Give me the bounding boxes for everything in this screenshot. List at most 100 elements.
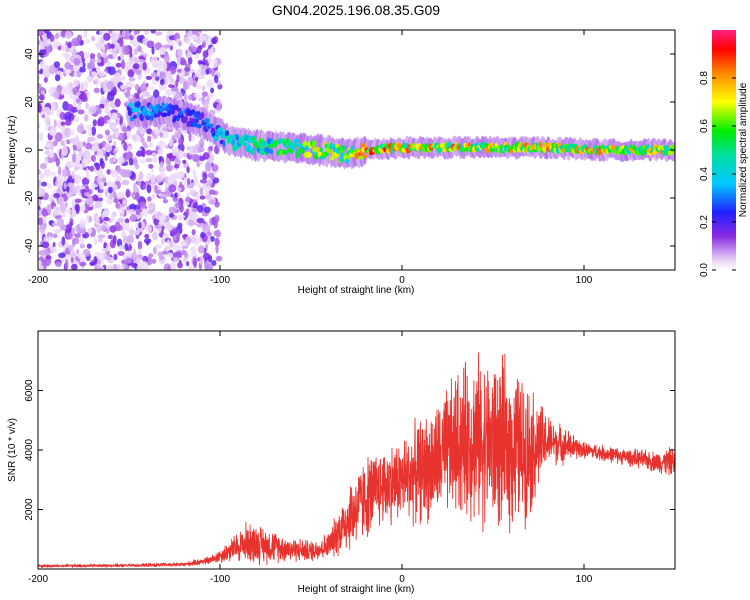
- noise-blob: [143, 53, 148, 58]
- noise-blob: [94, 200, 103, 209]
- noise-blob: [88, 127, 92, 137]
- noise-blob: [136, 214, 140, 220]
- noise-blob: [174, 192, 178, 199]
- noise-blob: [107, 234, 113, 240]
- noise-blob: [192, 79, 197, 88]
- noise-blob: [155, 175, 162, 184]
- noise-blob: [113, 253, 118, 261]
- noise-blob: [103, 102, 111, 112]
- noise-blob: [137, 45, 142, 53]
- noise-blob: [74, 174, 82, 185]
- noise-blob: [126, 131, 132, 138]
- noise-blob: [143, 266, 150, 270]
- noise-blob: [64, 111, 72, 121]
- noise-blob: [197, 59, 203, 65]
- signal-blob: [597, 149, 602, 156]
- signal-blob: [229, 135, 235, 141]
- noise-blob: [143, 238, 152, 244]
- x-tick-label: 100: [576, 574, 593, 585]
- noise-blob: [117, 132, 126, 141]
- noise-blob: [178, 214, 186, 219]
- noise-blob: [154, 189, 162, 194]
- noise-blob: [161, 131, 169, 139]
- noise-blob: [92, 194, 99, 202]
- noise-blob: [38, 260, 42, 267]
- noise-blob: [128, 157, 134, 166]
- noise-blob: [43, 76, 48, 83]
- noise-blob: [189, 46, 197, 53]
- noise-blob: [93, 87, 100, 94]
- figure-title: GN04.2025.196.08.35.G09: [272, 2, 440, 18]
- noise-blob: [216, 255, 223, 262]
- noise-blob: [193, 170, 197, 178]
- noise-blob: [115, 202, 120, 209]
- noise-blob: [89, 53, 96, 59]
- noise-blob: [187, 57, 193, 65]
- noise-blob: [96, 149, 104, 159]
- noise-blob: [44, 64, 50, 74]
- noise-blob: [142, 141, 147, 146]
- noise-blob: [103, 216, 110, 222]
- noise-blob: [53, 206, 57, 212]
- y-tick-label: -40: [24, 238, 35, 253]
- noise-blob: [179, 79, 183, 85]
- noise-blob: [53, 119, 57, 129]
- noise-blob: [201, 85, 206, 91]
- noise-blob: [97, 237, 104, 243]
- signal-blob: [278, 137, 283, 144]
- noise-blob: [62, 53, 69, 58]
- signal-blob: [217, 127, 223, 133]
- noise-blob: [167, 73, 171, 78]
- noise-blob: [39, 187, 46, 197]
- signal-blob: [133, 114, 137, 120]
- signal-blob: [128, 102, 134, 108]
- noise-blob: [79, 261, 87, 267]
- noise-blob: [164, 245, 171, 252]
- noise-blob: [47, 183, 53, 189]
- noise-blob: [103, 32, 111, 41]
- noise-blob: [150, 168, 154, 174]
- noise-blob: [159, 78, 165, 86]
- signal-blob: [170, 108, 176, 115]
- spectrogram-ylabel: Frequency (Hz): [7, 116, 18, 185]
- noise-blob: [39, 68, 44, 75]
- noise-blob: [72, 186, 79, 195]
- noise-blob: [48, 150, 55, 158]
- x-tick-label: -200: [28, 275, 48, 286]
- noise-blob: [168, 40, 176, 46]
- noise-blob: [38, 103, 42, 113]
- noise-blob: [73, 57, 81, 66]
- noise-blob: [109, 158, 114, 165]
- noise-blob: [86, 243, 92, 249]
- noise-blob: [153, 246, 157, 255]
- noise-blob: [53, 193, 60, 199]
- noise-blob: [82, 62, 86, 68]
- signal-blob: [306, 152, 313, 158]
- noise-blob: [176, 262, 183, 269]
- noise-blob: [116, 166, 121, 173]
- noise-blob: [121, 264, 126, 269]
- noise-blob: [193, 257, 197, 268]
- noise-blob: [98, 116, 105, 127]
- noise-blob: [137, 241, 143, 250]
- snr-axes: -200 -100 0 100 2000 4000 6000: [24, 331, 675, 585]
- noise-blob: [166, 239, 170, 244]
- noise-blob: [68, 47, 73, 54]
- noise-blob: [166, 30, 175, 36]
- noise-blob: [211, 164, 219, 172]
- noise-blob: [95, 163, 101, 171]
- noise-blob: [154, 185, 158, 191]
- noise-blob: [166, 164, 174, 172]
- noise-blob: [41, 241, 50, 249]
- signal-blob: [257, 141, 263, 148]
- noise-blob: [76, 249, 80, 255]
- noise-blob: [79, 219, 87, 229]
- noise-blob: [195, 52, 199, 60]
- noise-blob: [79, 243, 85, 249]
- noise-blob: [151, 258, 157, 264]
- noise-blob: [176, 56, 181, 66]
- noise-blob: [106, 62, 112, 67]
- noise-blob: [133, 48, 139, 56]
- noise-blob: [39, 60, 46, 69]
- noise-blob: [176, 187, 182, 192]
